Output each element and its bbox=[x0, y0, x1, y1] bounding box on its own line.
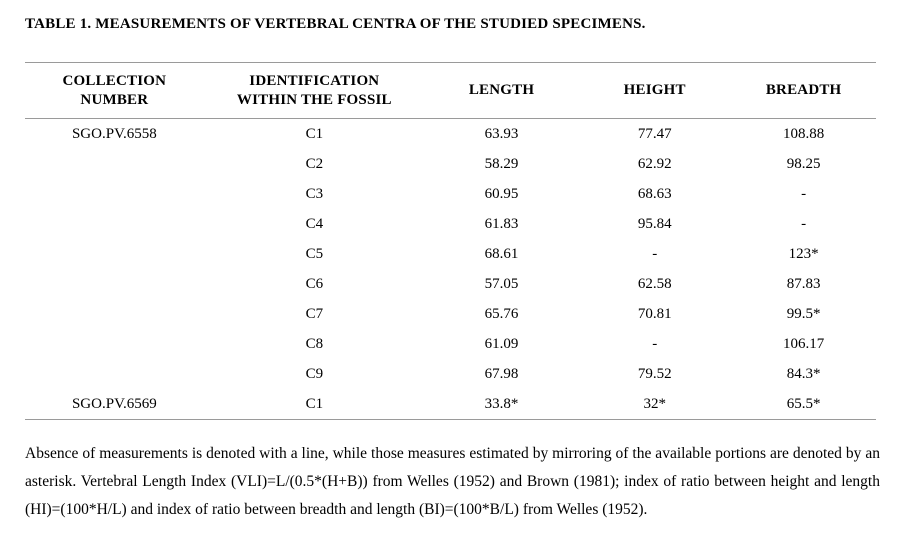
table-cell: SGO.PV.6569 bbox=[71, 395, 157, 412]
table-cell: 123* bbox=[788, 245, 819, 262]
table-cell: - bbox=[801, 185, 807, 202]
table-cell: C8 bbox=[305, 335, 324, 352]
table-cell bbox=[25, 179, 204, 209]
table-cell: C1 bbox=[305, 395, 324, 412]
table-cell: 68.63 bbox=[637, 185, 672, 202]
table-row: C7 65.76 70.81 99.5* bbox=[25, 299, 876, 329]
table-cell bbox=[25, 149, 204, 179]
table-cell: 99.5* bbox=[786, 305, 821, 322]
table-cell: - bbox=[652, 335, 658, 352]
table-cell: - bbox=[801, 215, 807, 232]
table-cell: 61.09 bbox=[484, 335, 519, 352]
column-header-height: HEIGHT bbox=[623, 82, 686, 98]
table-cell: 108.88 bbox=[783, 125, 825, 142]
table-cell: 57.05 bbox=[484, 275, 519, 292]
table-header: COLLECTION NUMBER IDENTIFICATION WITHIN … bbox=[25, 62, 876, 119]
table-row: C4 61.83 95.84 - bbox=[25, 209, 876, 239]
table-cell: 62.92 bbox=[637, 155, 672, 172]
table-cell bbox=[25, 239, 204, 269]
table-cell: 60.95 bbox=[484, 185, 519, 202]
column-header-length: LENGTH bbox=[468, 82, 535, 98]
table-row: C9 67.98 79.52 84.3* bbox=[25, 359, 876, 389]
table-cell: 84.3* bbox=[786, 365, 821, 382]
table-cell bbox=[25, 329, 204, 359]
table-cell: C6 bbox=[305, 275, 324, 292]
table-row: C5 68.61 - 123* bbox=[25, 239, 876, 269]
table-title: TABLE 1. MEASUREMENTS OF VERTEBRAL CENTR… bbox=[25, 16, 646, 32]
table-row: C6 57.05 62.58 87.83 bbox=[25, 269, 876, 299]
table-cell: 58.29 bbox=[484, 155, 519, 172]
table-cell: C9 bbox=[305, 365, 324, 382]
column-header-collection-number: COLLECTION NUMBER bbox=[62, 72, 167, 108]
table-cell bbox=[25, 209, 204, 239]
table-cell: 70.81 bbox=[637, 305, 672, 322]
table-cell: 79.52 bbox=[637, 365, 672, 382]
table-cell: 77.47 bbox=[637, 125, 672, 142]
table-cell: 67.98 bbox=[484, 365, 519, 382]
table-cell: C7 bbox=[305, 305, 324, 322]
table-cell: 87.83 bbox=[786, 275, 821, 292]
table-cell: 106.17 bbox=[783, 335, 825, 352]
table-cell: 62.58 bbox=[637, 275, 672, 292]
table-cell: 68.61 bbox=[484, 245, 519, 262]
table-row: C3 60.95 68.63 - bbox=[25, 179, 876, 209]
table-cell bbox=[25, 269, 204, 299]
table-caption: Absence of measurements is denoted with … bbox=[25, 445, 880, 518]
table-cell: 98.25 bbox=[786, 155, 821, 172]
table-cell: C5 bbox=[305, 245, 324, 262]
table-cell: C2 bbox=[305, 155, 324, 172]
table-cell: 63.93 bbox=[484, 125, 519, 142]
table-row: C2 58.29 62.92 98.25 bbox=[25, 149, 876, 179]
table-row: SGO.PV.6558 C1 63.93 77.47 108.88 bbox=[25, 119, 876, 150]
table-cell: 33.8* bbox=[484, 395, 519, 412]
table-cell: - bbox=[652, 245, 658, 262]
table-cell: C1 bbox=[305, 125, 324, 142]
table-row: C8 61.09 - 106.17 bbox=[25, 329, 876, 359]
table-body: SGO.PV.6558 C1 63.93 77.47 108.88 C2 58.… bbox=[25, 119, 876, 420]
header-row: COLLECTION NUMBER IDENTIFICATION WITHIN … bbox=[25, 62, 876, 119]
table-cell bbox=[25, 299, 204, 329]
table-row: SGO.PV.6569 C1 33.8* 32* 65.5* bbox=[25, 389, 876, 420]
measurements-table: COLLECTION NUMBER IDENTIFICATION WITHIN … bbox=[25, 62, 876, 420]
column-header-breadth: BREADTH bbox=[765, 82, 842, 98]
table-cell: C4 bbox=[305, 215, 324, 232]
table-cell: SGO.PV.6558 bbox=[71, 125, 157, 142]
column-header-identification: IDENTIFICATION WITHIN THE FOSSIL bbox=[236, 72, 392, 108]
table-cell: C3 bbox=[305, 185, 324, 202]
table-cell: 95.84 bbox=[637, 215, 672, 232]
table-cell bbox=[25, 359, 204, 389]
table-cell: 32* bbox=[643, 395, 666, 412]
table-cell: 65.5* bbox=[786, 395, 821, 412]
table-cell: 65.76 bbox=[484, 305, 519, 322]
table-cell: 61.83 bbox=[484, 215, 519, 232]
